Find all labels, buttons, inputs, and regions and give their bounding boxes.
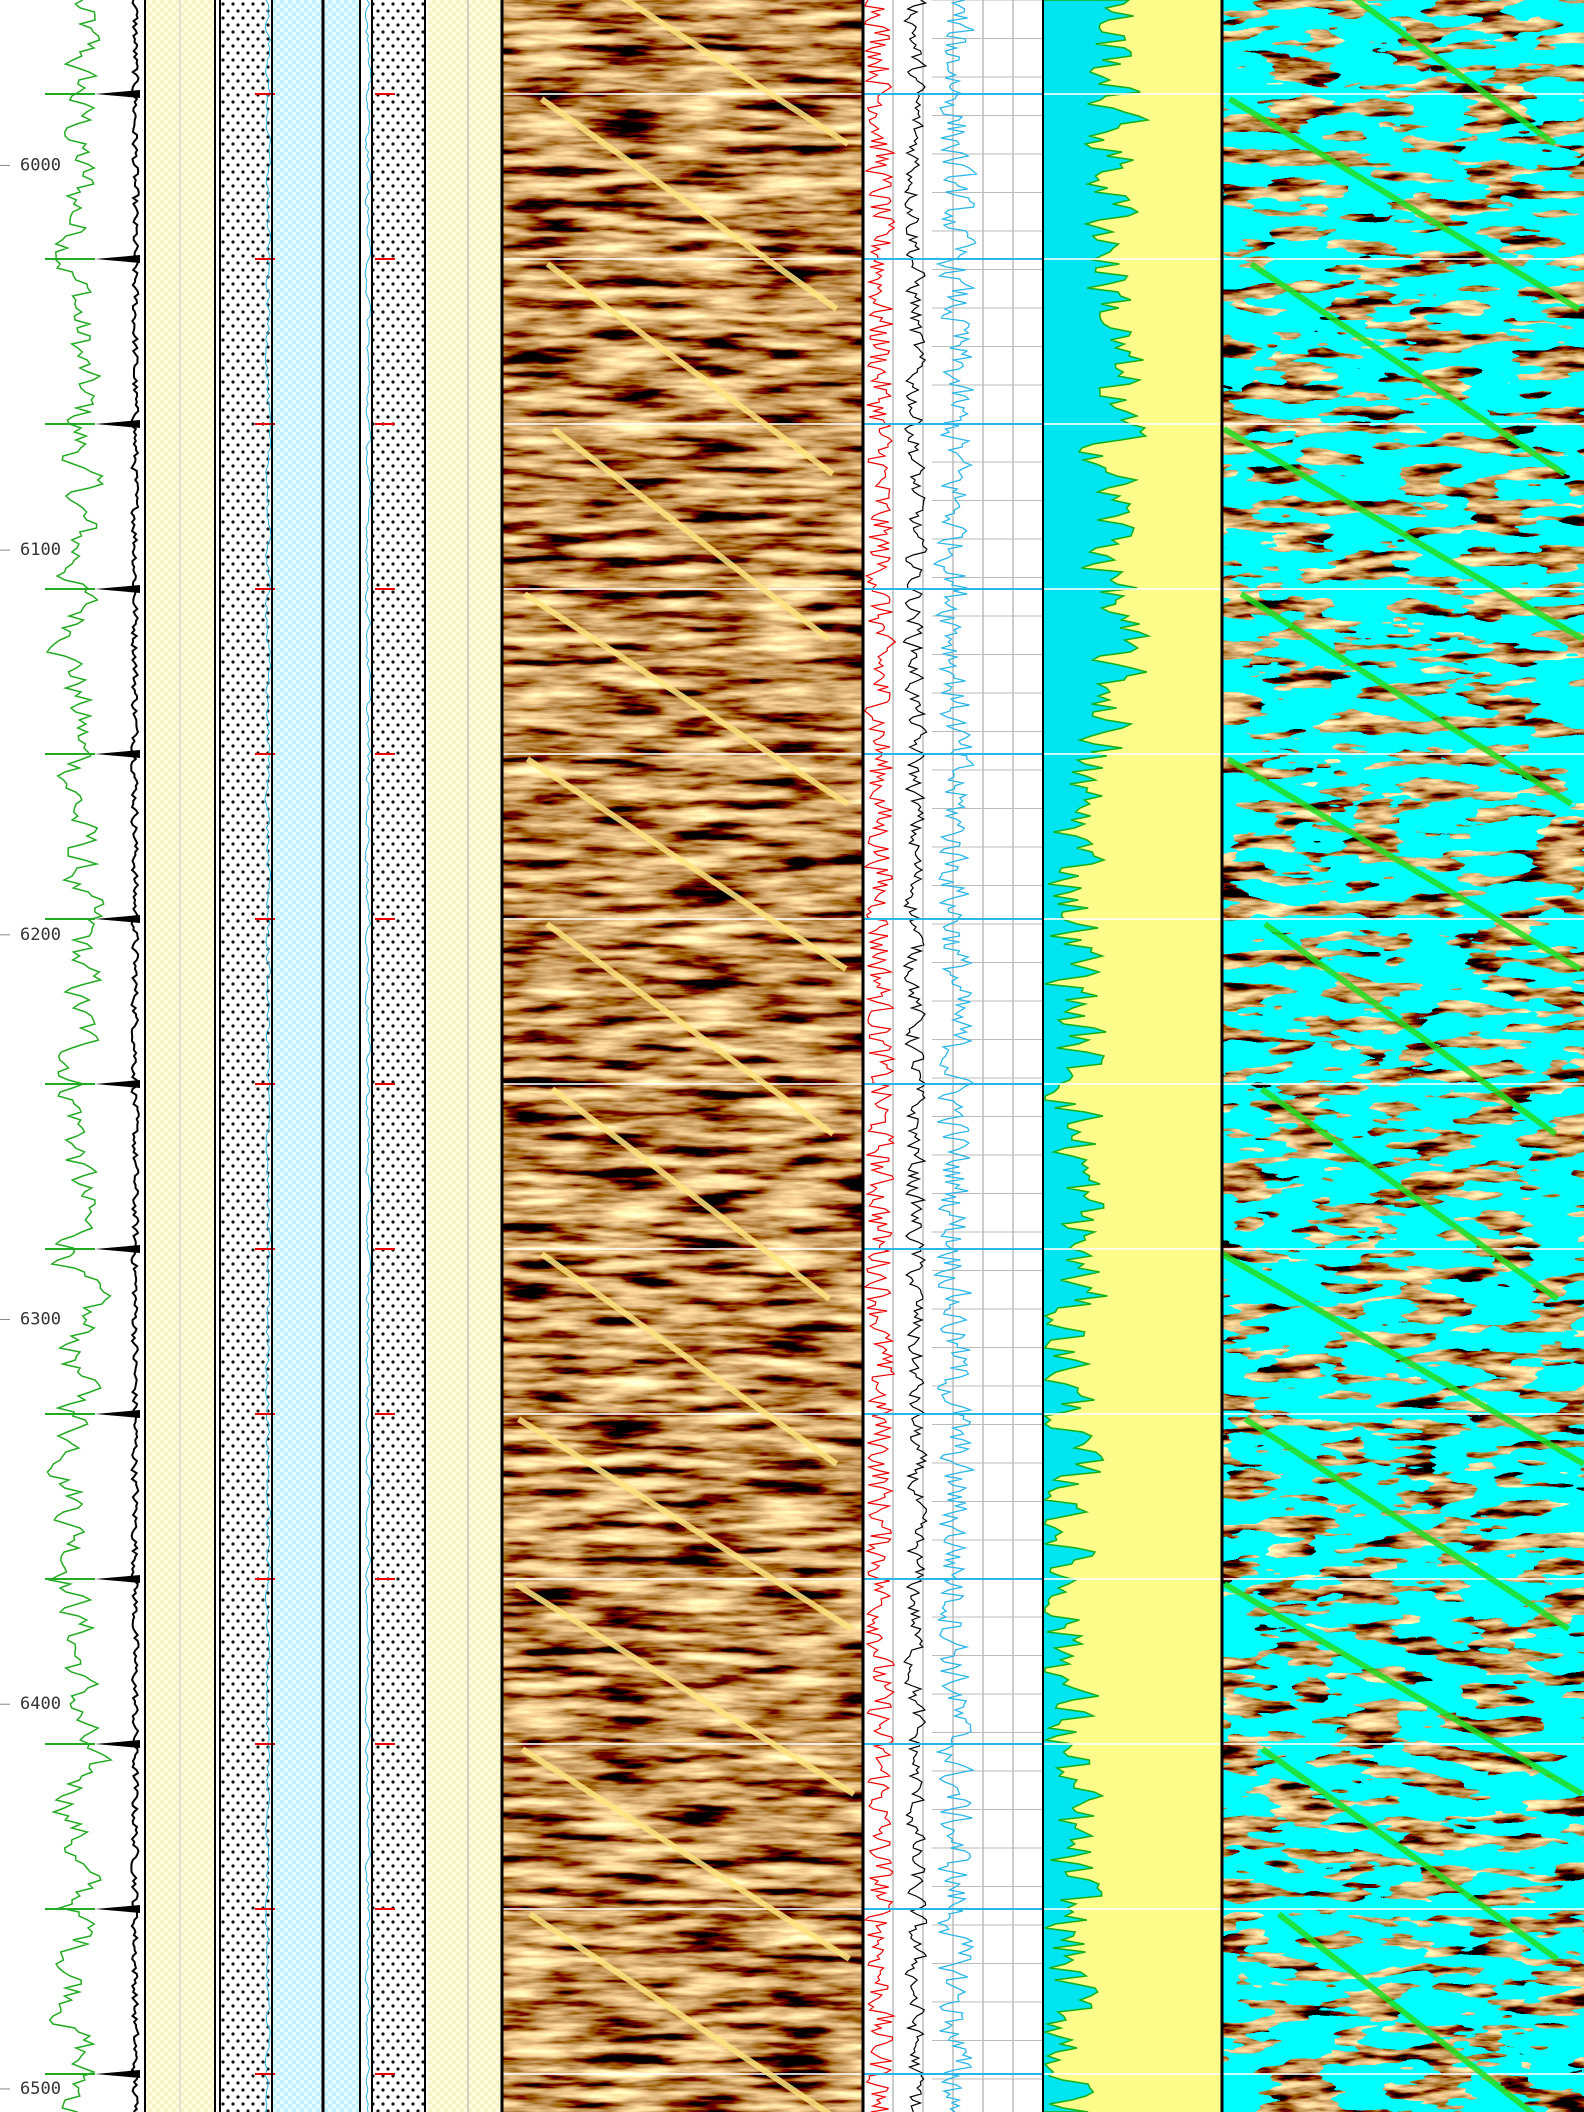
feature-trace (516, 1416, 854, 1632)
cyan-fill (1042, 0, 1152, 2112)
track-borders (144, 0, 1224, 2112)
feature-trace (1351, 0, 1557, 147)
curves (45, 0, 1584, 2112)
log-curve (264, 0, 272, 2112)
log-curve (932, 0, 978, 2112)
spike (95, 1740, 140, 1748)
spike (95, 255, 140, 263)
feature-trace (551, 426, 831, 642)
spike (95, 90, 140, 98)
spike (95, 2070, 140, 2078)
feature-trace (1222, 1581, 1584, 1797)
feature-trace (545, 261, 835, 477)
feature-trace (514, 1581, 856, 1797)
spike (95, 915, 140, 923)
feature-trace (1249, 261, 1567, 477)
feature-trace (540, 1251, 839, 1467)
depth-label: 6400 (20, 1694, 61, 1714)
feature-trace (1228, 96, 1581, 312)
depth-label: 6200 (20, 925, 61, 945)
feature-trace (539, 96, 839, 312)
feature-trace (1239, 591, 1573, 807)
feature-trace (523, 591, 850, 807)
feature-trace (1260, 1746, 1559, 1962)
feature-trace (1222, 426, 1584, 642)
depth-label: 6100 (20, 540, 61, 560)
feature-trace (545, 921, 835, 1137)
spike (95, 1410, 140, 1418)
feature-trace (1220, 1251, 1584, 1467)
feature-trace (1226, 756, 1582, 972)
feature-trace (620, 0, 850, 147)
feature-trace (1276, 1911, 1536, 2112)
log-curve (364, 0, 372, 2112)
depth-label: 6300 (20, 1310, 61, 1330)
feature-trace (1259, 1086, 1560, 1302)
feature-trace (525, 756, 848, 972)
feature-trace (520, 1746, 852, 1962)
log-curve (45, 0, 113, 2112)
log-curve (902, 0, 928, 2112)
feature-trace (528, 1911, 832, 2112)
log-curve (863, 0, 897, 2112)
spike (95, 1080, 140, 1088)
spike (95, 750, 140, 758)
spike (95, 1575, 140, 1583)
depth-label: 6000 (20, 155, 61, 175)
feature-trace (1263, 921, 1558, 1137)
spike (95, 1245, 140, 1253)
spike (95, 420, 140, 428)
spike (95, 1905, 140, 1913)
feature-trace (1243, 1416, 1571, 1632)
feature-trace (550, 1086, 832, 1302)
log-curve (130, 0, 140, 2112)
depth-label: 6500 (20, 2079, 61, 2099)
spike (95, 585, 140, 593)
